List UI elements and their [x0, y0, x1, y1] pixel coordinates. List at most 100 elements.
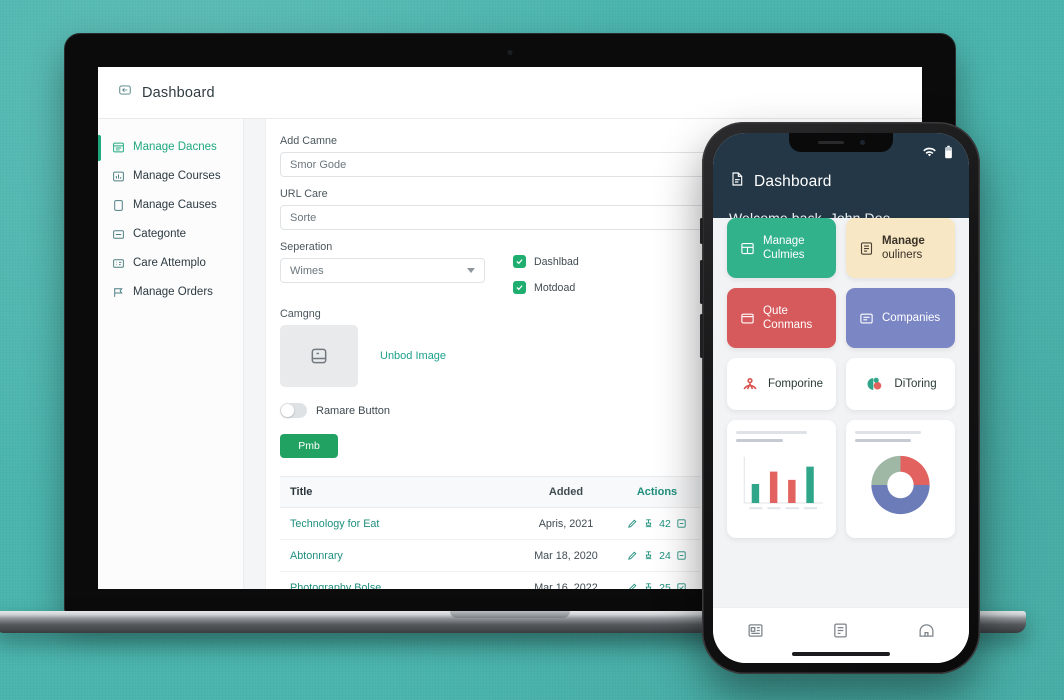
row-count: 25: [659, 581, 671, 590]
table-row[interactable]: Technology for Eat Apris, 2021 42: [280, 508, 700, 540]
checkbox-group: Dashlbad Motdoad: [513, 241, 579, 294]
sidebar-item-manage-causes[interactable]: Manage Causes: [98, 191, 243, 220]
logo-card-fomporine[interactable]: Fomporine: [727, 358, 836, 410]
separation-column: Seperation Wimes: [280, 241, 485, 283]
table-row[interactable]: Photography Bolse Mar 16, 2022 25: [280, 572, 700, 589]
news-icon[interactable]: [747, 622, 764, 639]
phone-volume-down-button[interactable]: [700, 314, 703, 358]
image-placeholder[interactable]: [280, 325, 358, 387]
sidebar: Manage Dacnes Manage Courses: [98, 119, 244, 589]
donut-chart-svg: [871, 455, 930, 515]
bar-chart-card[interactable]: [727, 420, 836, 538]
tile-manage-ouliners[interactable]: Manage ouliners: [846, 218, 955, 278]
tile-qute-conmans[interactable]: Qute Conmans: [727, 288, 836, 348]
pencil-edit-icon: [628, 519, 637, 528]
pencil-edit-icon: [629, 583, 637, 589]
sidebar-item-manage-courses[interactable]: Manage Courses: [98, 162, 243, 191]
checkbox-icon: [677, 551, 686, 560]
card-icon[interactable]: [832, 622, 849, 639]
upload-image-link[interactable]: Unbod Image: [380, 350, 447, 362]
toggle-label: Ramare Button: [316, 404, 390, 417]
sliders-icon: [860, 313, 873, 323]
column-header-title: Title: [290, 486, 313, 498]
row-added: Mar 18, 2020: [534, 549, 598, 562]
wifi-icon: [922, 146, 937, 158]
phone-title-row: Dashboard: [729, 171, 953, 192]
toggle-row: Ramare Button: [280, 403, 900, 418]
atom-red-icon: [743, 378, 757, 390]
row-title[interactable]: Abtonnrary: [290, 549, 343, 562]
sidebar-item-label: Manage Orders: [133, 286, 213, 298]
grid-icon: [741, 242, 754, 254]
chevron-down-icon: [467, 268, 475, 273]
sidebar-item-label: Categonte: [133, 228, 187, 240]
check-icon: [513, 255, 526, 268]
donut-chart-card[interactable]: [846, 420, 955, 538]
tile-manage-culmies[interactable]: Manage Culmies: [727, 218, 836, 278]
home-indicator: [792, 652, 890, 656]
row-actions: 25: [614, 581, 700, 590]
stamp-icon: [645, 583, 652, 589]
window-icon: [741, 313, 754, 323]
checkbox-label: Dashlbad: [534, 255, 579, 268]
sidebar-item-manage-dacnes[interactable]: Manage Dacnes: [98, 133, 243, 162]
checkbox-motdoad[interactable]: Motdoad: [513, 281, 579, 294]
checkbox-dashlbad[interactable]: Dashlbad: [513, 255, 579, 268]
row-actions: 24: [614, 550, 700, 562]
row-count: 24: [659, 549, 671, 562]
phone-content: Manage Culmies Manage ouliners Qute Conmans: [713, 218, 969, 607]
submit-button[interactable]: Pmb: [280, 434, 338, 458]
logo-label: DiToring: [894, 378, 937, 390]
logo-card-ditoring[interactable]: DiToring: [846, 358, 955, 410]
upload-row: Unbod Image: [280, 325, 900, 387]
checkbox-icon: [677, 583, 686, 589]
chart-row: [727, 420, 955, 538]
tile-label: Qute Conmans: [763, 305, 813, 331]
tile-companies[interactable]: Companies: [846, 288, 955, 348]
row-title[interactable]: Photography Bolse: [290, 581, 382, 590]
row-actions: 42: [614, 518, 700, 530]
phone-mockup: Dashboard Welcome back, John Doe ManageC…: [700, 122, 980, 674]
list-panel-icon: [112, 141, 125, 154]
table-row[interactable]: Abtonnrary Mar 18, 2020 24: [280, 540, 700, 572]
chart-bars-icon: [112, 170, 125, 183]
skeleton-line: [855, 431, 921, 434]
skeleton-line: [736, 439, 784, 442]
battery-icon: [944, 145, 953, 159]
ramare-toggle[interactable]: [280, 403, 307, 418]
row-title[interactable]: Technology for Eat: [290, 517, 380, 530]
sidebar-item-label: Manage Courses: [133, 170, 221, 182]
page-title: Dashboard: [142, 84, 215, 101]
home-icon[interactable]: [918, 622, 935, 639]
tile-label: Companies: [882, 312, 941, 324]
logo-row: Fomporine DiToring: [727, 358, 955, 410]
sidebar-item-care-attemplo[interactable]: Care Attemplo: [98, 249, 243, 278]
sidebar-item-label: Manage Dacnes: [133, 141, 217, 153]
separation-label: Seperation: [280, 241, 333, 253]
tile-grid: Manage Culmies Manage ouliners Qute Conmans: [727, 218, 955, 348]
row-added: Apris, 2021: [538, 517, 594, 530]
phone-screen: Dashboard Welcome back, John Doe ManageC…: [713, 133, 969, 663]
sidebar-item-label: Manage Causes: [133, 199, 217, 211]
phone-notch: [789, 133, 893, 152]
phone-mute-button[interactable]: [700, 218, 703, 244]
stamp-icon: [645, 519, 652, 528]
row-added: Mar 16, 2022: [534, 581, 598, 590]
phone-volume-up-button[interactable]: [700, 260, 703, 304]
checkbox-label: Motdoad: [534, 281, 576, 294]
check-icon: [513, 281, 526, 294]
separation-select[interactable]: Wimes: [280, 258, 485, 283]
phone-page-title: Dashboard: [754, 172, 832, 190]
content-gutter: [244, 119, 266, 589]
phone-statusbar: [729, 145, 953, 159]
sidebar-item-manage-orders[interactable]: Manage Orders: [98, 278, 243, 307]
front-camera: [859, 140, 865, 145]
sidebar-item-categonte[interactable]: Categonte: [98, 220, 243, 249]
separation-row: Seperation Wimes Dashlbad: [280, 241, 900, 294]
laptop-camera: [507, 50, 513, 55]
tile-label: Manage Culmies: [763, 235, 805, 261]
list-lines-icon: [860, 241, 873, 255]
pencil-edit-icon: [628, 551, 637, 560]
checkbox-icon: [677, 519, 686, 528]
url-field-label: URL Care: [280, 188, 328, 200]
